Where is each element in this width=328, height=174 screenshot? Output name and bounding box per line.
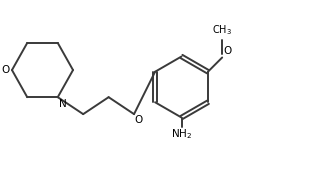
Text: O: O [2,65,10,75]
Text: O: O [135,116,143,125]
Text: N: N [59,98,67,109]
Text: CH$_3$: CH$_3$ [212,23,232,37]
Text: NH$_2$: NH$_2$ [171,128,192,141]
Text: O: O [224,46,232,56]
